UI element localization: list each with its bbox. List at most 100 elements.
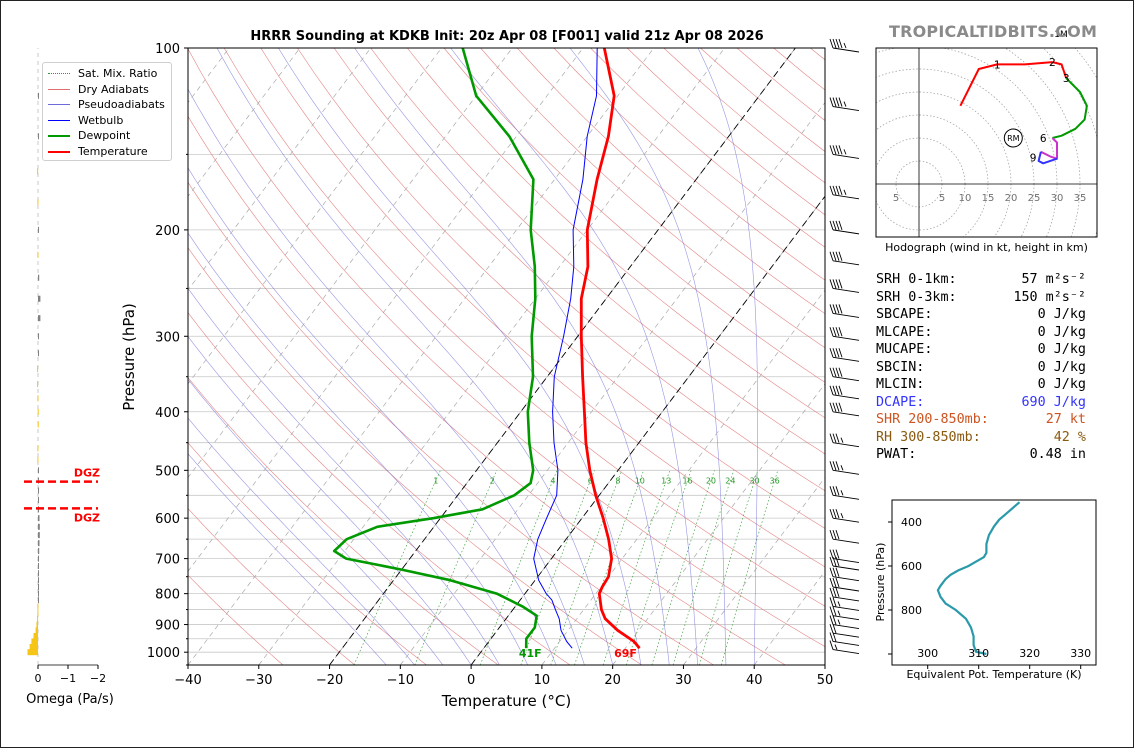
chart-legend: Sat. Mix. Ratio Dry Adiabats Pseudoadiabat… <box>42 62 172 161</box>
wind-barb-flag <box>829 385 834 395</box>
wind-barb <box>829 632 860 646</box>
legend-label: Sat. Mix. Ratio <box>78 67 158 80</box>
legend-swatch <box>48 88 70 90</box>
wind-barb-flag <box>829 615 834 625</box>
hodograph-panel: 5 5 10 15 20 25 30 35 1 23 69 RM 1M Hodograph (wind i… <box>875 30 1098 254</box>
wind-barb-flag <box>829 279 834 289</box>
pseudoadiabat-line <box>188 287 500 665</box>
profile-wetbulb <box>533 48 598 649</box>
mixing-ratio-line <box>699 470 759 665</box>
wind-barb <box>829 624 860 638</box>
wind-barb-staff <box>832 335 860 341</box>
theta-e-x-tick-label: 310 <box>968 647 989 660</box>
x-tick-label: −20 <box>316 673 343 688</box>
wind-barb-flag <box>829 185 834 195</box>
dry-adiabat-line <box>297 48 825 529</box>
wind-barb <box>829 577 860 592</box>
wind-barb-flag <box>829 530 834 540</box>
omega-bar <box>37 615 39 622</box>
legend-entry: Wetbulb <box>43 114 171 128</box>
omega-bar <box>38 577 39 584</box>
omega-bar <box>38 597 39 604</box>
hodograph-trace <box>1052 77 1088 139</box>
pseudoadiabat-line <box>697 48 758 665</box>
wind-barb-flag <box>838 185 843 195</box>
mixing-ratio-label: 1 <box>433 477 438 486</box>
wind-barb-flag <box>835 97 840 107</box>
omega-bar <box>38 540 40 547</box>
theta-e-x-tick-label: 330 <box>1070 647 1091 660</box>
theta-e-y-axis-label: Pressure (hPa) <box>874 543 887 622</box>
storm-motion-label: RM <box>1007 134 1020 143</box>
wind-barb <box>829 615 860 629</box>
isotherm-line <box>612 383 825 665</box>
pseudoadiabat-line <box>188 378 444 665</box>
wind-barb-half-flag <box>837 610 841 616</box>
pseudoadiabat-line <box>188 336 472 665</box>
dry-adiabat-line <box>188 574 284 665</box>
wind-barb-flag <box>829 97 834 107</box>
y-tick-label: 1000 <box>147 646 180 661</box>
omega-bar <box>37 199 39 206</box>
hodograph-ring-label: 30 <box>1051 193 1064 204</box>
dry-adiabat-line <box>223 48 825 607</box>
omega-tick-label: 0 <box>35 672 42 685</box>
wind-barb-half-flag <box>843 101 847 107</box>
pseudoadiabat-line <box>188 167 557 665</box>
omega-panel: DGZ DGZ 0 −1 −2 Omega (Pa/s) <box>24 48 114 707</box>
legend-swatch <box>48 135 70 137</box>
omega-bar <box>38 523 40 530</box>
wind-barb-flag <box>835 556 840 567</box>
hodograph-ring-label: 15 <box>982 193 995 204</box>
pseudoadiabat-line <box>354 48 670 665</box>
wind-barb-staff <box>832 624 860 629</box>
stat-key: MLCAPE: <box>876 324 933 340</box>
hodograph-height-label: 1 <box>994 59 1001 71</box>
y-tick-label: 600 <box>155 512 180 527</box>
x-tick-label: −30 <box>245 673 272 688</box>
wind-barb-staff <box>832 376 860 382</box>
omega-bar <box>37 381 39 388</box>
stat-key: SHR 200-850mb: <box>876 412 989 427</box>
wind-barb <box>829 220 860 235</box>
wind-barb-flag <box>835 486 840 496</box>
stat-value: 57 m²s⁻² <box>1021 272 1087 287</box>
dry-adiabat-line <box>333 48 825 492</box>
stat-value: 0 J/kg <box>1037 342 1086 357</box>
mixing-ratio-label: 2 <box>490 477 495 486</box>
wind-barb <box>829 145 860 159</box>
wind-barb-flag <box>838 279 843 289</box>
wind-barb <box>829 461 860 475</box>
wind-barb <box>829 402 860 417</box>
wind-barb-flag <box>835 577 840 588</box>
wind-barb-flag <box>832 615 837 625</box>
wind-barb <box>829 97 860 111</box>
hodograph-height-label: 3 <box>1063 73 1070 85</box>
legend-swatch <box>48 150 70 153</box>
wind-barb-flag <box>835 549 840 559</box>
wind-barb-flag <box>829 461 834 471</box>
wind-barb-staff <box>832 411 860 417</box>
omega-bar <box>37 366 39 373</box>
y-axis-label: Pressure (hPa) <box>120 303 138 411</box>
wind-barb <box>829 567 860 582</box>
isotherm-line <box>258 48 725 665</box>
mixing-ratio-label: 8 <box>615 477 620 486</box>
wind-barb-flag <box>835 530 840 540</box>
omega-bar <box>27 649 38 656</box>
wind-barb-flag <box>835 304 840 314</box>
wind-barb-staff <box>832 494 860 500</box>
wind-barb <box>829 348 860 362</box>
stat-row: RH 300-850mb: 42 % <box>876 429 1096 447</box>
theta-e-y-tick-label: 800 <box>901 604 922 617</box>
pseudoadiabat-line <box>188 232 528 665</box>
wind-barb-flag <box>829 577 834 588</box>
surface-dewpoint-label: 41F <box>519 647 542 660</box>
legend-label: Temperature <box>78 144 148 158</box>
pseudoadiabat-line <box>188 417 415 665</box>
wind-barb-flag <box>832 433 837 443</box>
omega-bar <box>38 590 39 597</box>
dgz-label: DGZ <box>74 467 100 480</box>
wind-barb-flag <box>838 402 843 412</box>
